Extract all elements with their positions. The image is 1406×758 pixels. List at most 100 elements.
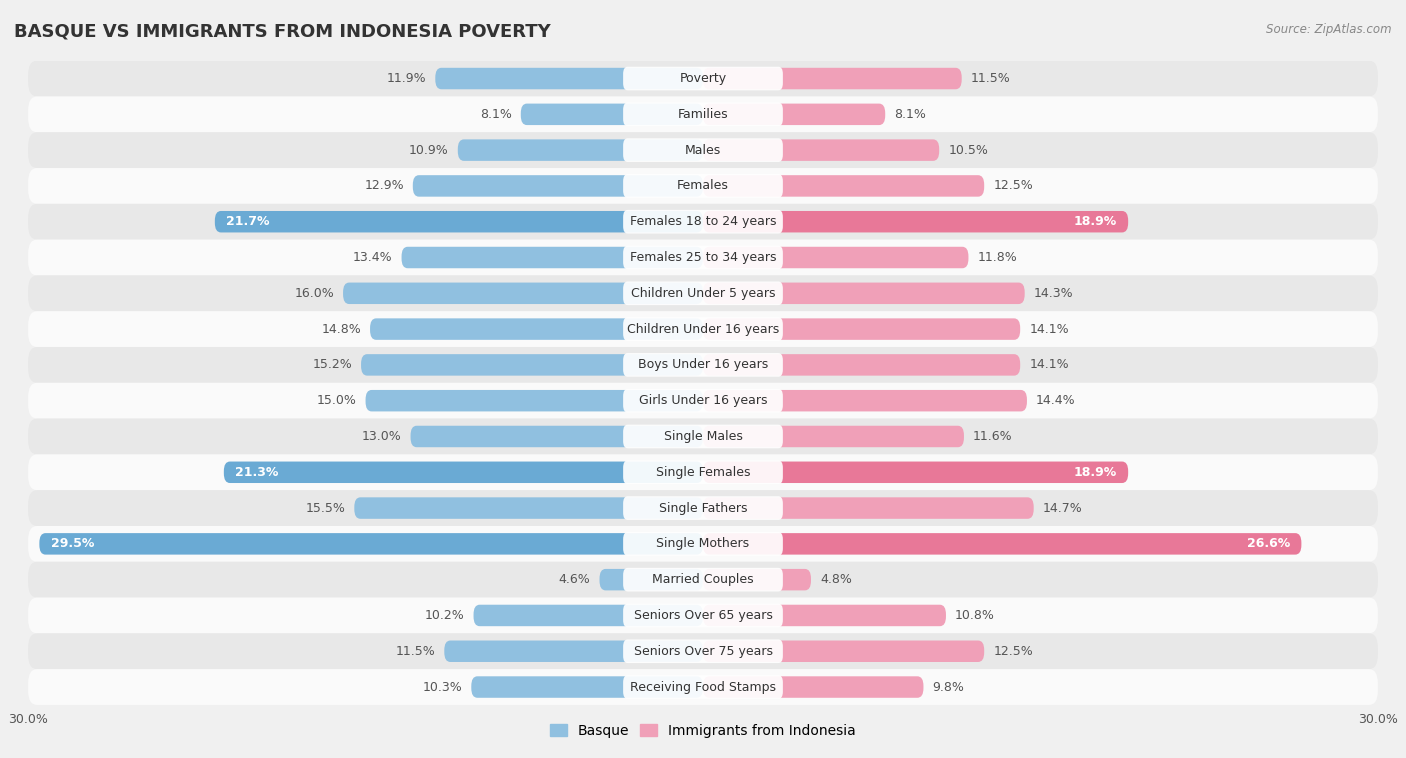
FancyBboxPatch shape [28, 597, 1378, 634]
FancyBboxPatch shape [623, 353, 783, 377]
Text: 14.4%: 14.4% [1036, 394, 1076, 407]
Text: 14.1%: 14.1% [1029, 323, 1069, 336]
Text: 10.2%: 10.2% [425, 609, 464, 622]
FancyBboxPatch shape [703, 569, 811, 590]
FancyBboxPatch shape [623, 496, 783, 520]
Text: Source: ZipAtlas.com: Source: ZipAtlas.com [1267, 23, 1392, 36]
FancyBboxPatch shape [623, 675, 783, 699]
Text: 14.8%: 14.8% [322, 323, 361, 336]
FancyBboxPatch shape [28, 669, 1378, 705]
Text: 14.1%: 14.1% [1029, 359, 1069, 371]
FancyBboxPatch shape [343, 283, 703, 304]
Text: 12.5%: 12.5% [993, 180, 1033, 193]
FancyBboxPatch shape [28, 418, 1378, 454]
FancyBboxPatch shape [39, 533, 703, 555]
FancyBboxPatch shape [413, 175, 703, 196]
FancyBboxPatch shape [28, 454, 1378, 490]
FancyBboxPatch shape [444, 641, 703, 662]
Text: 16.0%: 16.0% [294, 287, 335, 300]
FancyBboxPatch shape [623, 174, 783, 198]
Text: 12.5%: 12.5% [993, 645, 1033, 658]
Text: Poverty: Poverty [679, 72, 727, 85]
Text: 21.3%: 21.3% [235, 465, 278, 479]
FancyBboxPatch shape [28, 275, 1378, 312]
FancyBboxPatch shape [28, 312, 1378, 347]
Text: 8.1%: 8.1% [894, 108, 927, 121]
FancyBboxPatch shape [28, 490, 1378, 526]
Text: 15.5%: 15.5% [305, 502, 346, 515]
FancyBboxPatch shape [623, 102, 783, 126]
FancyBboxPatch shape [623, 460, 783, 484]
FancyBboxPatch shape [599, 569, 703, 590]
Text: Females 18 to 24 years: Females 18 to 24 years [630, 215, 776, 228]
FancyBboxPatch shape [623, 532, 783, 556]
Text: BASQUE VS IMMIGRANTS FROM INDONESIA POVERTY: BASQUE VS IMMIGRANTS FROM INDONESIA POVE… [14, 23, 551, 41]
Text: 11.8%: 11.8% [977, 251, 1017, 264]
FancyBboxPatch shape [28, 240, 1378, 275]
Text: Girls Under 16 years: Girls Under 16 years [638, 394, 768, 407]
Text: 11.5%: 11.5% [970, 72, 1011, 85]
FancyBboxPatch shape [623, 424, 783, 448]
Text: 18.9%: 18.9% [1074, 215, 1116, 228]
FancyBboxPatch shape [703, 247, 969, 268]
FancyBboxPatch shape [215, 211, 703, 233]
FancyBboxPatch shape [703, 426, 965, 447]
FancyBboxPatch shape [703, 533, 1302, 555]
Text: Children Under 16 years: Children Under 16 years [627, 323, 779, 336]
Text: Seniors Over 65 years: Seniors Over 65 years [634, 609, 772, 622]
Text: Single Males: Single Males [664, 430, 742, 443]
Text: 10.5%: 10.5% [948, 143, 988, 157]
FancyBboxPatch shape [703, 462, 1128, 483]
Text: 10.3%: 10.3% [423, 681, 463, 694]
Text: Married Couples: Married Couples [652, 573, 754, 586]
FancyBboxPatch shape [623, 318, 783, 341]
FancyBboxPatch shape [623, 67, 783, 90]
Text: 12.9%: 12.9% [364, 180, 404, 193]
FancyBboxPatch shape [28, 347, 1378, 383]
FancyBboxPatch shape [623, 389, 783, 412]
FancyBboxPatch shape [623, 138, 783, 162]
FancyBboxPatch shape [28, 204, 1378, 240]
Text: Children Under 5 years: Children Under 5 years [631, 287, 775, 300]
FancyBboxPatch shape [28, 168, 1378, 204]
FancyBboxPatch shape [623, 568, 783, 591]
Text: 8.1%: 8.1% [479, 108, 512, 121]
Text: 29.5%: 29.5% [51, 537, 94, 550]
FancyBboxPatch shape [520, 104, 703, 125]
Text: 21.7%: 21.7% [226, 215, 270, 228]
Text: 9.8%: 9.8% [932, 681, 965, 694]
FancyBboxPatch shape [28, 132, 1378, 168]
Text: 13.4%: 13.4% [353, 251, 392, 264]
FancyBboxPatch shape [703, 676, 924, 698]
FancyBboxPatch shape [370, 318, 703, 340]
FancyBboxPatch shape [411, 426, 703, 447]
FancyBboxPatch shape [703, 390, 1026, 412]
Text: Receiving Food Stamps: Receiving Food Stamps [630, 681, 776, 694]
FancyBboxPatch shape [361, 354, 703, 376]
Text: 26.6%: 26.6% [1247, 537, 1291, 550]
FancyBboxPatch shape [703, 175, 984, 196]
Text: 13.0%: 13.0% [361, 430, 402, 443]
FancyBboxPatch shape [703, 354, 1021, 376]
FancyBboxPatch shape [471, 676, 703, 698]
FancyBboxPatch shape [458, 139, 703, 161]
Text: 10.9%: 10.9% [409, 143, 449, 157]
FancyBboxPatch shape [28, 96, 1378, 132]
FancyBboxPatch shape [623, 281, 783, 305]
Text: 15.2%: 15.2% [312, 359, 352, 371]
FancyBboxPatch shape [623, 210, 783, 233]
Text: 15.0%: 15.0% [316, 394, 357, 407]
FancyBboxPatch shape [703, 139, 939, 161]
FancyBboxPatch shape [623, 603, 783, 628]
FancyBboxPatch shape [703, 605, 946, 626]
FancyBboxPatch shape [354, 497, 703, 518]
Text: Males: Males [685, 143, 721, 157]
Text: Females: Females [678, 180, 728, 193]
Legend: Basque, Immigrants from Indonesia: Basque, Immigrants from Indonesia [544, 718, 862, 743]
FancyBboxPatch shape [436, 67, 703, 89]
Text: Seniors Over 75 years: Seniors Over 75 years [634, 645, 772, 658]
FancyBboxPatch shape [703, 104, 886, 125]
Text: 11.6%: 11.6% [973, 430, 1012, 443]
Text: 4.6%: 4.6% [558, 573, 591, 586]
FancyBboxPatch shape [703, 211, 1128, 233]
